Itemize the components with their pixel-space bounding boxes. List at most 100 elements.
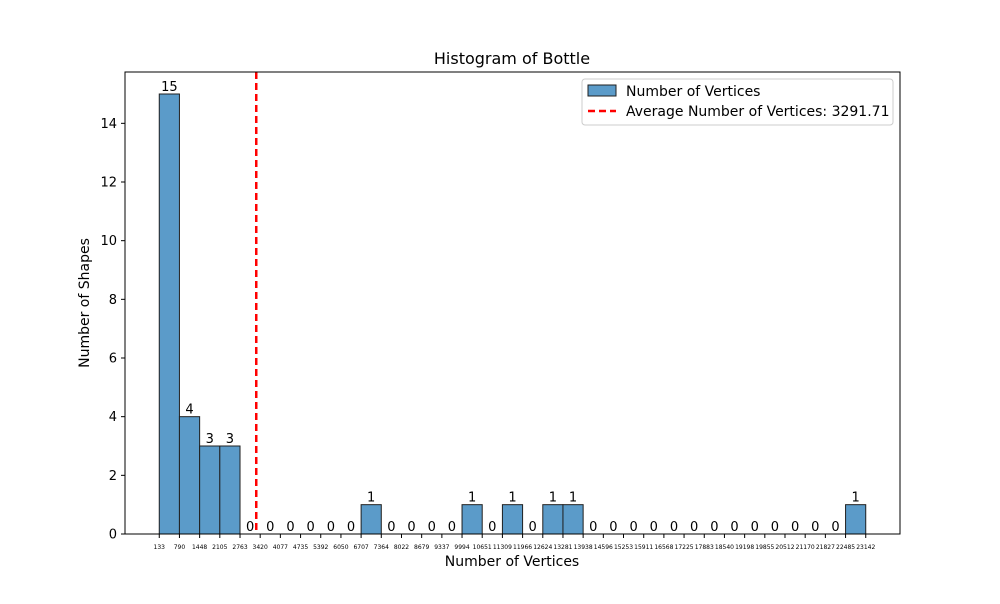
y-tick-label: 14 bbox=[100, 117, 117, 132]
bar-value-label: 0 bbox=[488, 520, 496, 535]
bar-value-label: 0 bbox=[529, 520, 537, 535]
x-tick-label: 5392 bbox=[313, 544, 328, 551]
x-tick-label: 14596 bbox=[594, 544, 613, 551]
bar-value-label: 1 bbox=[852, 491, 860, 506]
bar-value-label: 0 bbox=[407, 520, 415, 535]
x-tick-label: 11966 bbox=[513, 544, 532, 551]
legend: Number of Vertices Average Number of Ver… bbox=[581, 78, 894, 126]
x-tick-label: 11309 bbox=[493, 544, 512, 551]
bar-value-label: 0 bbox=[266, 520, 274, 535]
bar-value-label: 0 bbox=[448, 520, 456, 535]
x-tick-label: 21827 bbox=[816, 544, 835, 551]
x-tick-label: 19855 bbox=[755, 544, 774, 551]
bar-value-label: 0 bbox=[428, 520, 436, 535]
bar-value-label: 0 bbox=[387, 520, 395, 535]
bar-value-label: 0 bbox=[246, 520, 254, 535]
x-tick-label: 10651 bbox=[473, 544, 492, 551]
y-axis-label: Number of Shapes bbox=[77, 238, 93, 368]
bar-value-label: 4 bbox=[185, 403, 193, 418]
histogram-bars bbox=[158, 93, 867, 535]
bar-value-label: 0 bbox=[710, 520, 718, 535]
bar-value-label: 0 bbox=[609, 520, 617, 535]
legend-bar-label: Number of Vertices bbox=[626, 84, 760, 100]
histogram-bar bbox=[845, 504, 867, 535]
x-tick-label: 2105 bbox=[212, 544, 227, 551]
y-tick-label: 2 bbox=[109, 469, 117, 484]
x-tick-label: 15253 bbox=[614, 544, 633, 551]
x-tick-label: 9994 bbox=[454, 544, 469, 551]
bar-value-label: 0 bbox=[347, 520, 355, 535]
legend-box bbox=[581, 78, 894, 126]
bar-value-label: 3 bbox=[206, 432, 214, 447]
x-tick-label: 17883 bbox=[695, 544, 714, 551]
y-tick-label: 12 bbox=[100, 176, 117, 191]
bar-value-label: 0 bbox=[670, 520, 678, 535]
histogram-bar bbox=[562, 504, 584, 535]
y-tick-label: 6 bbox=[109, 352, 117, 367]
bar-value-label: 0 bbox=[286, 520, 294, 535]
bar-value-label: 0 bbox=[650, 520, 658, 535]
bar-value-label: 0 bbox=[307, 520, 315, 535]
bar-value-label: 0 bbox=[811, 520, 819, 535]
x-tick-label: 2763 bbox=[232, 544, 247, 551]
x-tick-label: 19198 bbox=[735, 544, 754, 551]
x-tick-label: 6050 bbox=[333, 544, 348, 551]
x-axis-label: Number of Vertices bbox=[445, 554, 579, 570]
x-tick-label: 4077 bbox=[273, 544, 288, 551]
x-tick-label: 790 bbox=[174, 544, 186, 551]
x-axis-ticks: 133 790 1448 2105 2763 3420 4077 4735 5392 6050 67… bbox=[154, 534, 875, 551]
plot-frame bbox=[124, 71, 901, 535]
x-tick-label: 13938 bbox=[574, 544, 593, 551]
bar-value-label: 0 bbox=[690, 520, 698, 535]
x-tick-label: 13281 bbox=[553, 544, 572, 551]
y-tick-label: 0 bbox=[109, 528, 117, 543]
histogram-bar bbox=[542, 504, 564, 535]
bar-value-label: 1 bbox=[508, 491, 516, 506]
x-tick-label: 23142 bbox=[856, 544, 875, 551]
x-tick-label: 21170 bbox=[796, 544, 815, 551]
histogram-bar bbox=[360, 504, 382, 535]
x-tick-label: 1448 bbox=[192, 544, 207, 551]
histogram-bar bbox=[501, 504, 524, 535]
bar-value-label: 0 bbox=[730, 520, 738, 535]
x-tick-label: 12624 bbox=[533, 544, 552, 551]
x-tick-label: 3420 bbox=[253, 544, 268, 551]
bar-value-label: 0 bbox=[831, 520, 839, 535]
x-tick-label: 7364 bbox=[374, 544, 389, 551]
bar-value-label: 0 bbox=[791, 520, 799, 535]
histogram-bar bbox=[178, 416, 201, 535]
histogram-bar bbox=[199, 445, 221, 535]
x-tick-label: 8022 bbox=[394, 544, 409, 551]
bar-value-label: 0 bbox=[771, 520, 779, 535]
bar-value-label: 0 bbox=[751, 520, 759, 535]
y-axis-ticks: 0 2 4 6 8 10 12 14 bbox=[100, 117, 125, 543]
bar-value-label: 1 bbox=[549, 491, 557, 506]
histogram-bar bbox=[461, 504, 483, 535]
bar-value-label: 0 bbox=[589, 520, 597, 535]
bar-value-label: 1 bbox=[569, 491, 577, 506]
legend-bar-swatch bbox=[587, 84, 617, 97]
bar-value-label: 0 bbox=[629, 520, 637, 535]
x-tick-label: 9337 bbox=[434, 544, 449, 551]
x-tick-label: 20512 bbox=[775, 544, 794, 551]
x-tick-label: 4735 bbox=[293, 544, 308, 551]
x-tick-label: 8679 bbox=[414, 544, 429, 551]
x-tick-label: 16568 bbox=[654, 544, 673, 551]
bar-value-label: 1 bbox=[468, 491, 476, 506]
histogram-bar bbox=[219, 445, 241, 535]
x-tick-label: 133 bbox=[154, 544, 166, 551]
y-tick-label: 4 bbox=[109, 410, 117, 425]
bar-value-label: 0 bbox=[327, 520, 335, 535]
x-tick-label: 17225 bbox=[675, 544, 694, 551]
chart-title: Histogram of Bottle bbox=[434, 49, 590, 68]
x-tick-label: 22485 bbox=[836, 544, 855, 551]
y-tick-label: 10 bbox=[100, 234, 117, 249]
x-tick-label: 18540 bbox=[715, 544, 734, 551]
histogram-bar bbox=[158, 93, 180, 535]
x-tick-label: 15911 bbox=[634, 544, 653, 551]
y-tick-label: 8 bbox=[109, 293, 117, 308]
bar-value-label: 1 bbox=[367, 491, 375, 506]
